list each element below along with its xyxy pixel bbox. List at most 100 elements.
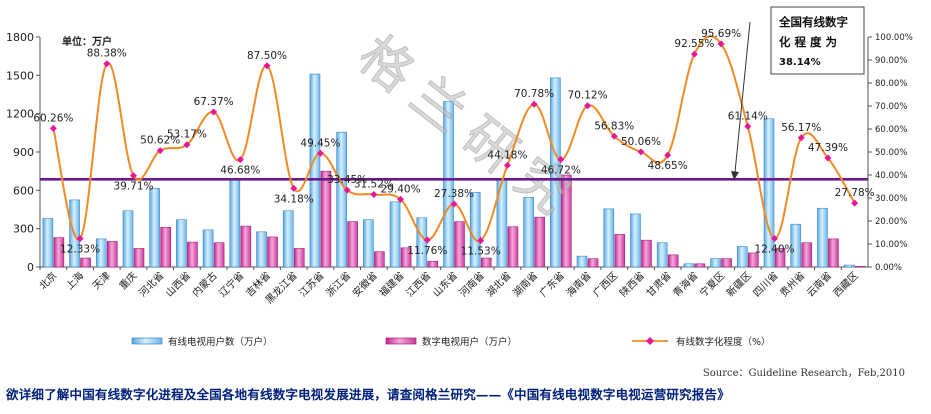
legend-swatch-cable	[131, 337, 163, 345]
bar-digital	[587, 258, 599, 268]
bar-digital	[561, 174, 572, 268]
line-point	[210, 108, 218, 116]
line-point	[530, 100, 538, 108]
line-value-label: 29.40%	[381, 183, 421, 195]
value-labels: 60.26% 12.33% 88.38% 39.71% 50.62%53.17% 67.3…	[33, 28, 874, 258]
bar-cable	[817, 207, 828, 268]
line-value-label: 61.14%	[728, 110, 768, 122]
y-tick-label: 300	[13, 223, 34, 236]
line-value-label: 49.45%	[300, 137, 340, 149]
legend-swatch-digital	[385, 337, 417, 345]
y-tick-label: 900	[13, 146, 34, 159]
digitization-curve	[52, 35, 856, 243]
x-tick-label: 重庆	[116, 269, 139, 292]
x-tick-label: 河南省	[456, 269, 486, 299]
bar-digital	[80, 257, 91, 268]
line-value-label: 44.18%	[487, 149, 527, 161]
annotation-arrow	[734, 21, 751, 173]
bar-digital	[427, 260, 439, 268]
line-point	[236, 156, 244, 164]
line-point	[851, 199, 859, 207]
line-value-label: 92.55%	[674, 38, 714, 50]
y2-tick-label: 100.00%	[875, 33, 913, 43]
line-value-label: 12.40%	[754, 243, 794, 255]
y2-tick-label: 0.00%	[875, 263, 902, 273]
bar-digital	[614, 234, 626, 268]
bar-digital	[641, 239, 652, 268]
bar-digital	[748, 252, 759, 268]
line-value-label: 50.62%	[140, 135, 180, 147]
line-value-label: 70.78%	[514, 88, 554, 100]
bar-digital	[187, 241, 198, 268]
line-point	[316, 149, 324, 157]
bar-digital	[854, 266, 866, 268]
x-tick-label: 青海省	[670, 269, 700, 299]
line-value-label: 56.83%	[594, 120, 634, 132]
legend-label-line: 有线数字化程度（%）	[676, 336, 771, 348]
x-tick-label: 新疆区	[724, 269, 754, 299]
bar-cable	[603, 208, 615, 268]
y2-tick-label: 50.00%	[875, 148, 907, 158]
bar-cable	[737, 246, 748, 268]
line-value-label: 47.39%	[808, 142, 848, 154]
line-point	[450, 200, 458, 208]
line-value-label: 70.12%	[568, 90, 608, 102]
line-point	[557, 156, 565, 164]
y-tick-label: 0	[27, 261, 34, 274]
bar-cable	[363, 219, 374, 268]
line-point	[690, 50, 698, 58]
y2-tick-label: 40.00%	[875, 171, 907, 181]
bar-cable	[576, 255, 588, 268]
bar-cable	[229, 179, 241, 268]
line-value-label: 46.68%	[220, 165, 260, 177]
bar-digital	[347, 221, 358, 268]
bar-digital	[480, 257, 492, 268]
line-point	[664, 151, 672, 159]
line-value-label: 53.17%	[167, 129, 207, 141]
annotation-line2: 化 程 度 为	[779, 35, 837, 49]
bar-cable	[710, 258, 721, 268]
bar-cable	[763, 118, 775, 268]
bar-cable	[443, 101, 454, 268]
line-point	[49, 124, 57, 132]
x-tick-label: 贵州省	[777, 269, 807, 299]
legend-label-cable: 有线电视用户数（万户）	[168, 336, 273, 348]
line-point	[797, 134, 805, 142]
bar-cable	[176, 219, 187, 268]
bar-digital	[694, 263, 706, 268]
bar-digital	[293, 248, 305, 268]
x-tick-label: 甘肃省	[643, 269, 673, 299]
y2-tick-label: 80.00%	[875, 79, 907, 89]
bar-cable	[122, 210, 134, 268]
line-point	[771, 234, 779, 242]
line-value-label: 31.52%	[354, 179, 394, 191]
bar-cable	[683, 263, 695, 268]
line-point	[717, 40, 725, 48]
footer-promo-text: 欲详细了解中国有线数字化进程及全国各地有线数字电视发展进展，请查阅格兰研究——《…	[6, 387, 730, 402]
line-point	[129, 172, 137, 180]
y2-tick-label: 10.00%	[875, 240, 907, 250]
x-tick-label: 山西省	[163, 269, 193, 299]
y-tick-label: 1800	[6, 31, 34, 44]
line-value-label: 12.33%	[60, 244, 100, 256]
line-point	[76, 235, 84, 243]
x-tick-label: 江苏省	[296, 269, 326, 299]
bar-digital	[160, 227, 171, 268]
line-value-label: 27.38%	[434, 188, 474, 200]
bar-digital	[828, 238, 839, 268]
bar-cable	[550, 77, 561, 268]
x-tick-label: 安徽省	[350, 269, 380, 299]
line-point	[423, 236, 431, 244]
x-tick-label: 西藏区	[831, 270, 861, 300]
bar-digital	[374, 251, 385, 268]
x-tick-label: 内蒙古	[189, 269, 219, 299]
bar-digital	[400, 247, 412, 268]
digitization-line	[49, 35, 859, 244]
x-tick-label: 山东省	[430, 269, 460, 299]
line-point	[584, 102, 592, 110]
x-tick-label: 广东省	[537, 269, 567, 299]
bar-digital	[534, 216, 545, 268]
bar-cable	[42, 218, 54, 268]
legend: 有线电视用户数（万户） 数字电视用户（万户） 有线数字化程度（%）	[131, 336, 771, 348]
y2-tick-label: 30.00%	[875, 194, 907, 204]
